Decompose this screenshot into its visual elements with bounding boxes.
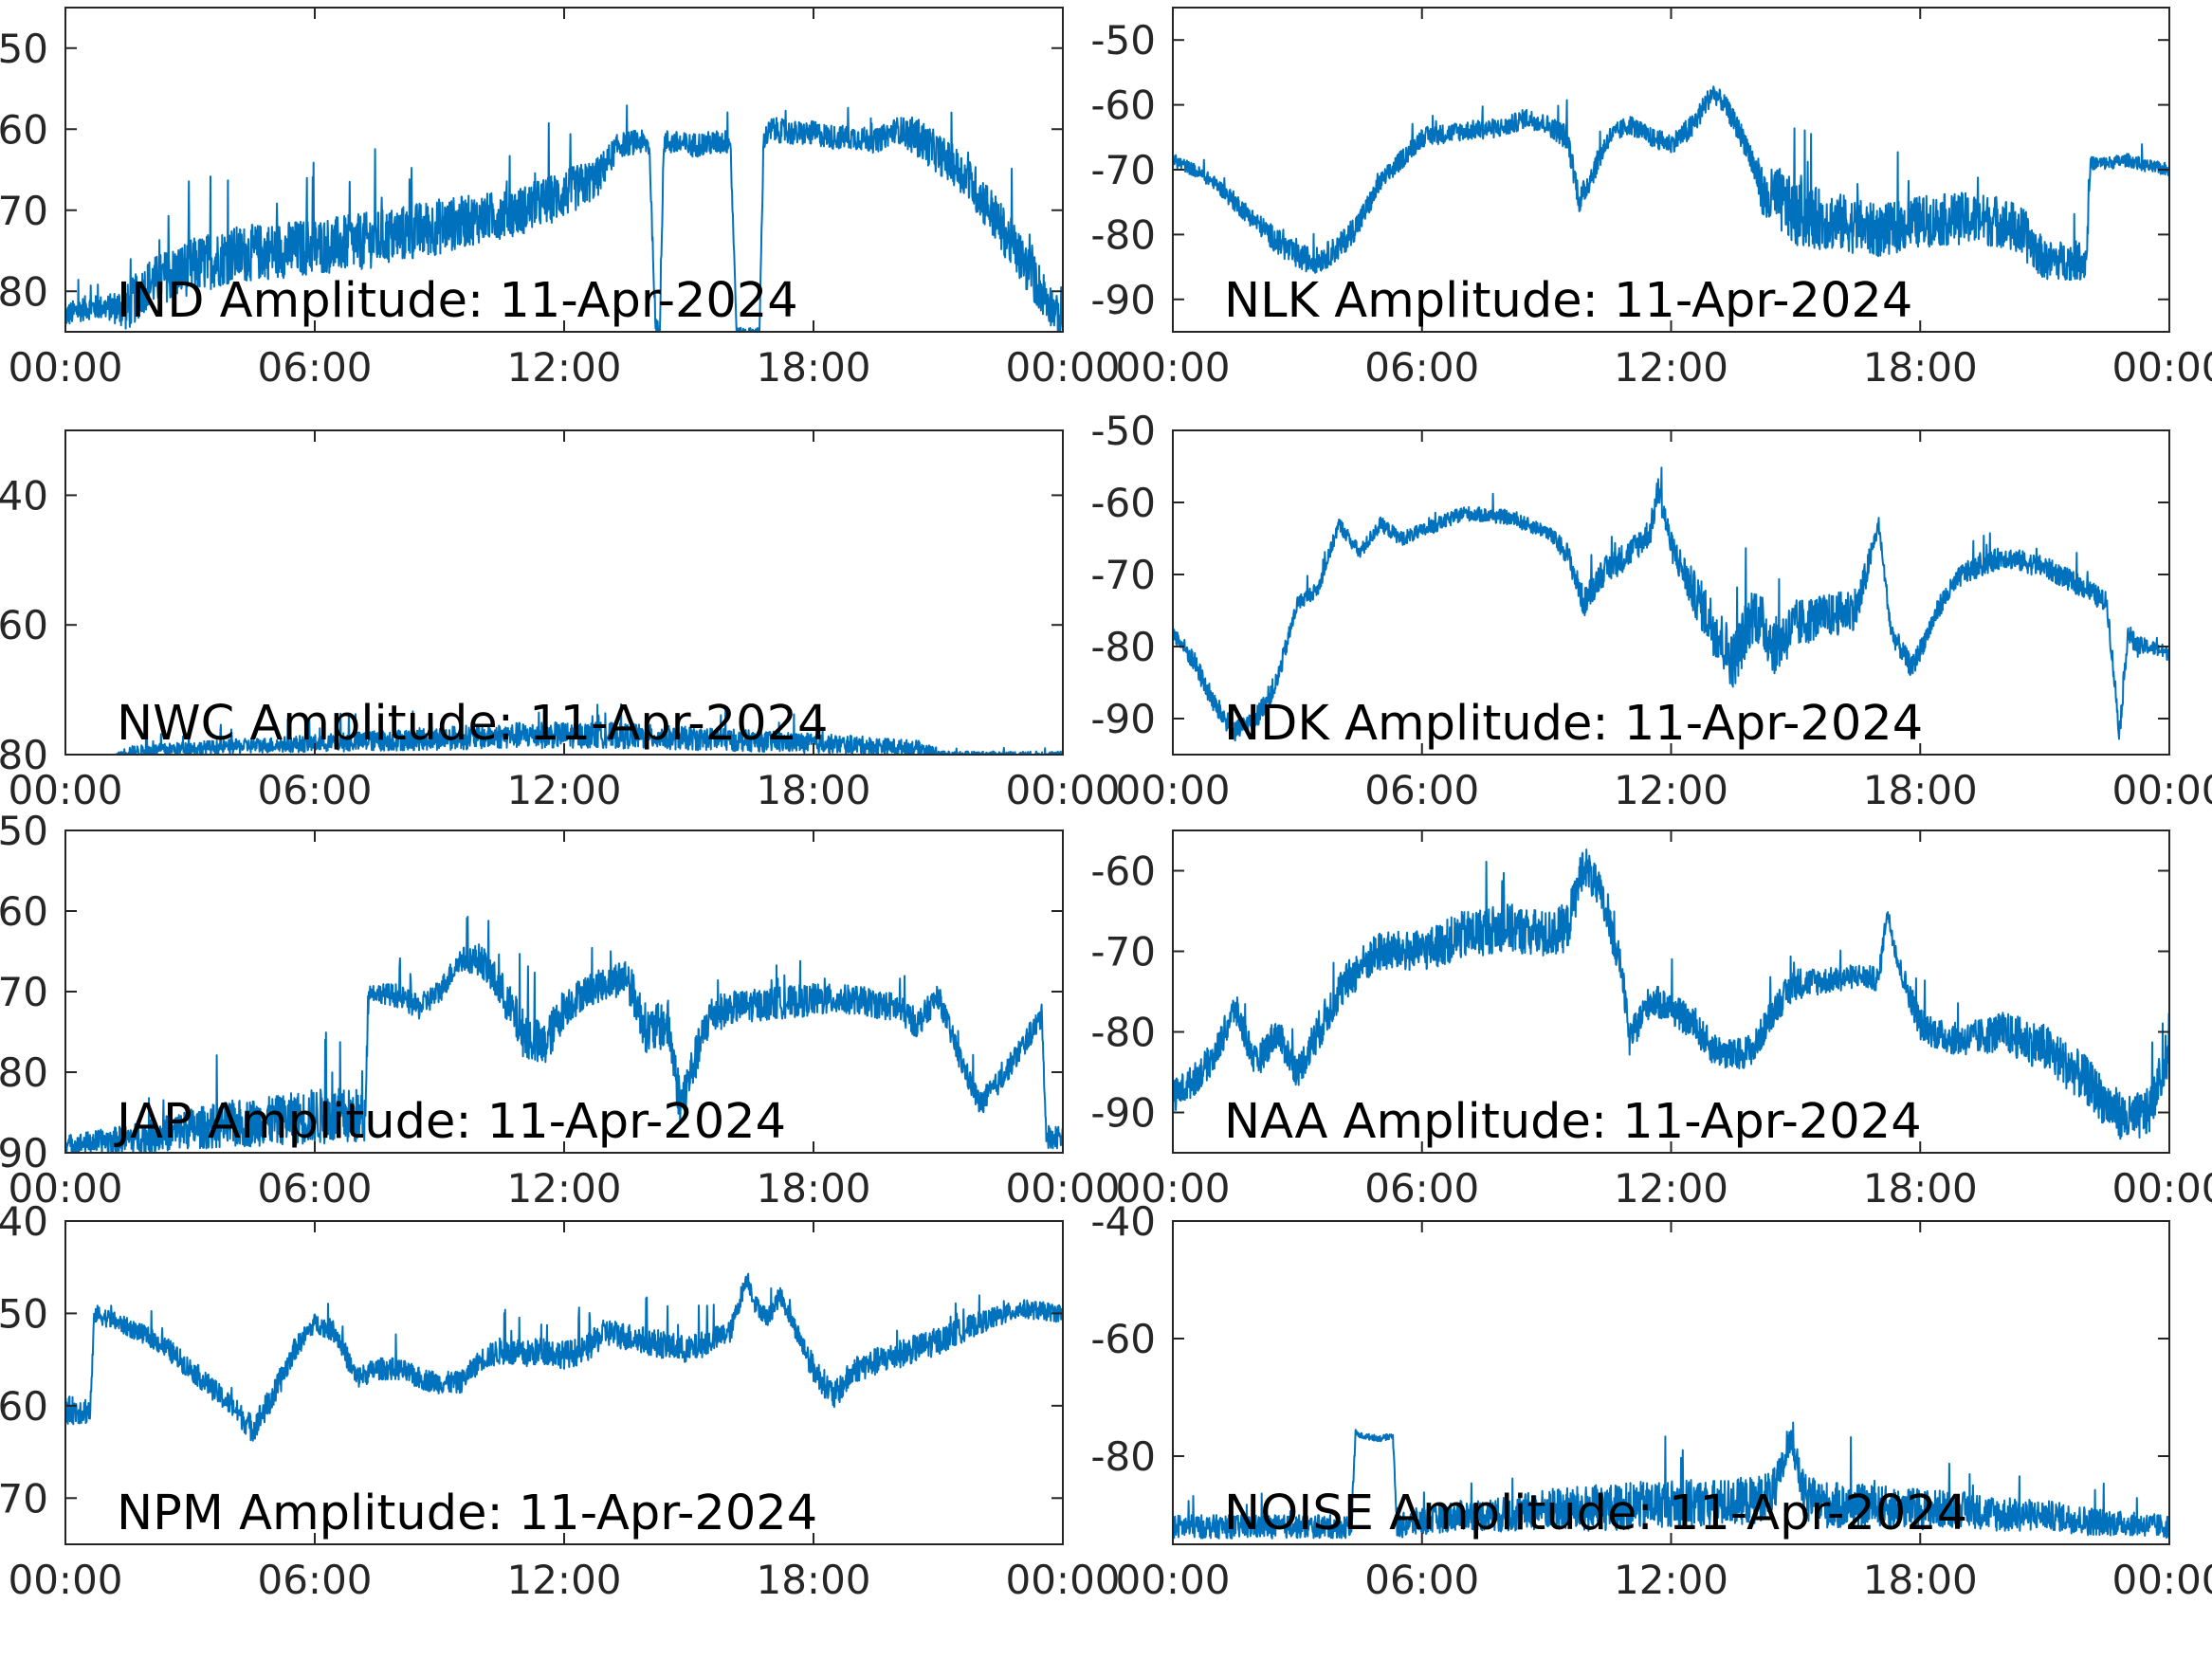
- x-tick-label: 06:00: [1364, 1165, 1479, 1212]
- x-tick-label: 18:00: [756, 1557, 870, 1603]
- x-tick-label: 00:00: [1005, 767, 1120, 813]
- x-tick-label: 06:00: [257, 1165, 372, 1212]
- panel-8: 00:00 06:00 12:00 18:00 00:00 -40 -60 -80 NOISE …: [1090, 1198, 2212, 1603]
- y-tick-label: 80: [0, 732, 48, 778]
- panel-title: NDK Amplitude: 11-Apr-2024: [1224, 696, 1923, 752]
- y-tick-label: -60: [1090, 848, 1156, 895]
- x-tick-label: 12:00: [506, 1165, 621, 1212]
- y-tick-label: -80: [1090, 1433, 1156, 1480]
- x-tick-label: 18:00: [1863, 1557, 1978, 1603]
- y-tick-label: 70: [0, 188, 48, 234]
- y-tick-label: 60: [0, 888, 48, 935]
- x-tick-label: 18:00: [1863, 767, 1978, 813]
- x-tick-label: 06:00: [1364, 1557, 1479, 1603]
- panel-title: NPM Amplitude: 11-Apr-2024: [117, 1486, 817, 1541]
- y-tick-label: 60: [0, 1383, 48, 1430]
- y-tick-label: 60: [0, 602, 48, 648]
- y-tick-label: 60: [0, 106, 48, 153]
- x-tick-label: 00:00: [1115, 767, 1230, 813]
- y-tick-label: -50: [1090, 408, 1156, 454]
- x-tick-label: 00:00: [1005, 344, 1120, 391]
- panel-title: JAP Amplitude: 11-Apr-2024: [114, 1094, 786, 1150]
- y-tick-label: -80: [1090, 624, 1156, 670]
- x-tick-label: 12:00: [1614, 767, 1728, 813]
- x-tick-label: 12:00: [1614, 1557, 1728, 1603]
- y-tick-label: -60: [1090, 82, 1156, 129]
- x-tick-label: 00:00: [1115, 344, 1230, 391]
- x-tick-label: 00:00: [8, 767, 122, 813]
- y-tick-label: -90: [1090, 696, 1156, 742]
- y-tick-label: 50: [0, 808, 48, 854]
- y-tick-label: 50: [0, 1290, 48, 1337]
- panel-title: NOISE Amplitude: 11-Apr-2024: [1224, 1486, 1967, 1541]
- y-tick-label: -70: [1090, 147, 1156, 193]
- y-tick-label: -70: [1090, 929, 1156, 975]
- x-tick-label: 00:00: [2111, 1557, 2212, 1603]
- series-line: [65, 916, 1063, 1153]
- x-tick-label: 06:00: [257, 1557, 372, 1603]
- x-tick-label: 00:00: [1005, 1557, 1120, 1603]
- x-tick-label: 12:00: [506, 767, 621, 813]
- series-line: [1173, 1421, 2169, 1540]
- y-tick-label: 80: [0, 1049, 48, 1096]
- y-tick-label: -40: [1090, 1198, 1156, 1245]
- y-tick-label: -90: [1090, 1090, 1156, 1137]
- x-tick-label: 18:00: [756, 767, 870, 813]
- series-line: [65, 702, 1063, 755]
- panel-4: 00:00 06:00 12:00 18:00 00:00 -50 -60 -70 -80 -90…: [1090, 408, 2212, 813]
- x-tick-label: 00:00: [2111, 1165, 2212, 1212]
- panel-title: NWC Amplitude: 11-Apr-2024: [117, 696, 828, 752]
- x-tick-label: 12:00: [1614, 344, 1728, 391]
- y-tick-label: 70: [0, 1475, 48, 1522]
- y-tick-label: -60: [1090, 1316, 1156, 1362]
- panel-1: 00:00 06:00 12:00 18:00 00:00 50 60 70 80 IND Amp…: [0, 7, 1121, 391]
- panel-6: 00:00 06:00 12:00 18:00 00:00 -60 -70 -80 -90 NAA…: [1090, 830, 2212, 1212]
- x-tick-label: 12:00: [506, 344, 621, 391]
- panel-3: 00:00 06:00 12:00 18:00 00:00 40 60 80 NWC Ampli…: [0, 429, 1121, 813]
- x-tick-label: 00:00: [8, 1557, 122, 1603]
- x-tick-label: 00:00: [1115, 1557, 1230, 1603]
- series-line: [65, 1272, 1063, 1442]
- x-tick-label: 18:00: [1863, 1165, 1978, 1212]
- x-tick-label: 00:00: [8, 344, 122, 391]
- y-tick-label: -60: [1090, 480, 1156, 526]
- x-tick-label: 06:00: [257, 767, 372, 813]
- y-tick-label: -50: [1090, 17, 1156, 64]
- x-tick-label: 00:00: [1115, 1165, 1230, 1212]
- x-tick-label: 06:00: [1364, 344, 1479, 391]
- y-tick-label: 80: [0, 268, 48, 315]
- panel-title: NLK Amplitude: 11-Apr-2024: [1224, 273, 1912, 329]
- y-tick-label: -90: [1090, 277, 1156, 323]
- x-tick-label: 12:00: [506, 1557, 621, 1603]
- x-tick-label: 00:00: [8, 1165, 122, 1212]
- y-tick-label: 70: [0, 969, 48, 1015]
- y-tick-label: 40: [0, 472, 48, 519]
- y-tick-label: 40: [0, 1198, 48, 1245]
- y-tick-label: 50: [0, 26, 48, 72]
- x-tick-label: 06:00: [1364, 767, 1479, 813]
- x-tick-label: 18:00: [756, 344, 870, 391]
- x-tick-label: 18:00: [1863, 344, 1978, 391]
- x-tick-label: 00:00: [2111, 767, 2212, 813]
- panel-title: IND Amplitude: 11-Apr-2024: [117, 273, 798, 329]
- x-tick-label: 00:00: [2111, 344, 2212, 391]
- panel-title: NAA Amplitude: 11-Apr-2024: [1224, 1094, 1922, 1150]
- y-tick-label: -80: [1090, 1010, 1156, 1056]
- x-tick-label: 06:00: [257, 344, 372, 391]
- x-tick-label: 18:00: [756, 1165, 870, 1212]
- y-tick-label: 90: [0, 1130, 48, 1176]
- series-line: [1173, 848, 2169, 1140]
- y-tick-label: -80: [1090, 211, 1156, 258]
- x-tick-label: 00:00: [1005, 1165, 1120, 1212]
- series-line: [1173, 85, 2169, 282]
- y-tick-label: -70: [1090, 552, 1156, 598]
- panel-7: 00:00 06:00 12:00 18:00 00:00 40 50 60 70 NPM Amp…: [0, 1198, 1121, 1603]
- panel-5: 00:00 06:00 12:00 18:00 00:00 50 60 70 80 90 JAP A…: [0, 808, 1121, 1212]
- series-line: [65, 104, 1063, 332]
- x-tick-label: 12:00: [1614, 1165, 1728, 1212]
- series-line: [1173, 466, 2169, 742]
- panel-2: 00:00 06:00 12:00 18:00 00:00 -50 -60 -70 -80 -90…: [1090, 7, 2212, 391]
